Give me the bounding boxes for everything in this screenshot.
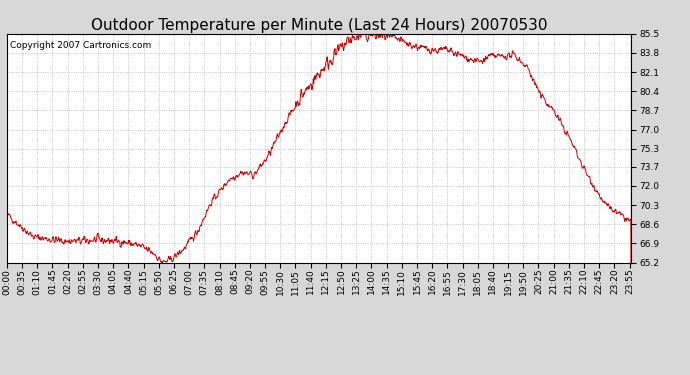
Title: Outdoor Temperature per Minute (Last 24 Hours) 20070530: Outdoor Temperature per Minute (Last 24 … [91,18,547,33]
Text: Copyright 2007 Cartronics.com: Copyright 2007 Cartronics.com [10,40,151,50]
